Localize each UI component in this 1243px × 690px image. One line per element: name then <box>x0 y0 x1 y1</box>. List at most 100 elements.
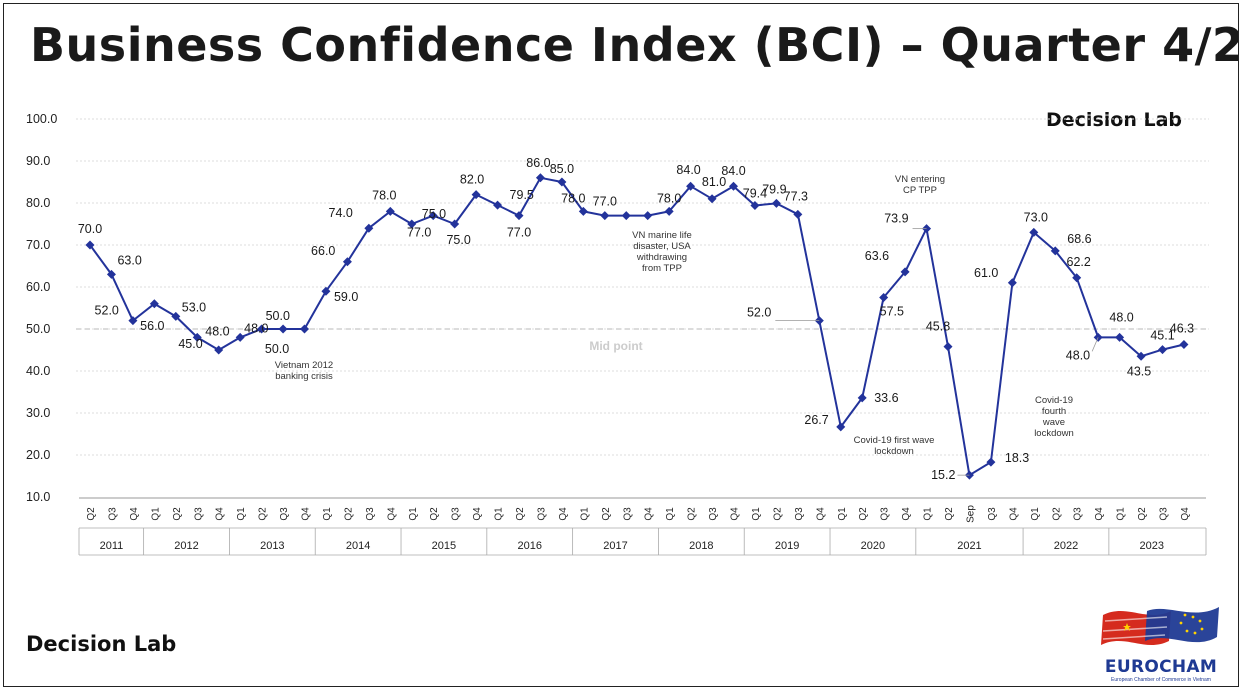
data-point-marker <box>428 211 438 221</box>
data-point-marker <box>707 194 717 204</box>
x-tick-label: Q3 <box>1073 507 1084 521</box>
x-tick-label: Q3 <box>1159 507 1170 521</box>
data-point-marker <box>1050 246 1060 256</box>
data-point-marker <box>450 219 460 229</box>
year-label: 2016 <box>517 540 541 552</box>
data-label: 48.0 <box>1109 310 1133 324</box>
data-point-marker <box>300 324 309 334</box>
data-label: 66.0 <box>311 244 335 258</box>
x-tick-label: Q4 <box>901 507 912 521</box>
data-label: 77.0 <box>407 226 431 240</box>
data-point-marker <box>385 206 395 216</box>
data-point-marker <box>106 269 116 279</box>
x-tick-label: Q1 <box>150 507 161 521</box>
data-label: 77.3 <box>784 189 808 203</box>
x-tick-label: Q3 <box>794 507 805 521</box>
x-tick-label: Q3 <box>880 507 891 521</box>
data-label: 79.5 <box>510 188 534 202</box>
data-point-marker <box>578 206 588 216</box>
x-tick-label: Q4 <box>301 507 312 521</box>
data-point-marker <box>171 311 181 321</box>
x-tick-label: Q2 <box>429 507 440 521</box>
data-label: 56.0 <box>140 319 164 333</box>
y-tick-label: 90.0 <box>26 154 50 168</box>
x-tick-label: Q4 <box>215 507 226 521</box>
data-point-marker <box>621 211 631 221</box>
data-label: 85.0 <box>550 162 574 176</box>
x-tick-label: Q3 <box>708 507 719 521</box>
x-tick-label: Q1 <box>408 507 419 521</box>
data-label: 79.4 <box>743 187 767 201</box>
y-tick-label: 10.0 <box>26 490 50 504</box>
year-label: 2020 <box>861 540 885 552</box>
data-label: 48.0 <box>1066 348 1090 362</box>
data-point-marker <box>557 177 567 187</box>
y-tick-label: 20.0 <box>26 448 50 462</box>
data-label: 52.0 <box>747 306 771 320</box>
data-label: 63.6 <box>865 249 889 263</box>
brand-footer: Decision Lab <box>26 632 177 656</box>
data-label: 70.0 <box>78 222 102 236</box>
x-tick-label: Q3 <box>622 507 633 521</box>
x-tick-label: Q4 <box>129 507 140 521</box>
data-label: 78.0 <box>657 191 681 205</box>
eurocham-wordmark: EUROCHAM <box>1104 657 1218 677</box>
data-point-marker <box>1007 278 1017 288</box>
data-label: 84.0 <box>676 163 700 177</box>
data-point-marker <box>729 181 738 191</box>
data-point-marker <box>1115 332 1125 342</box>
data-point-marker <box>793 209 803 219</box>
year-label: 2014 <box>346 540 370 552</box>
data-point-marker <box>750 201 760 211</box>
label-leader <box>1091 337 1099 352</box>
year-label: 2021 <box>957 540 981 552</box>
x-tick-label: Q1 <box>751 507 762 521</box>
x-tick-label: Q2 <box>1051 507 1062 521</box>
data-point-marker <box>836 422 846 432</box>
x-tick-label: Q2 <box>687 507 698 521</box>
slide-frame: Business Confidence Index (BCI) – Quarte… <box>3 3 1239 687</box>
data-label: 84.0 <box>721 164 745 178</box>
data-label: 81.0 <box>702 175 726 189</box>
data-label: 18.3 <box>1005 451 1029 465</box>
annotation-text: withdrawing <box>636 252 687 263</box>
x-tick-label: Q4 <box>644 507 655 521</box>
bci-line-chart: Decision Lab 10.0 20.0 30.0 40.0 50.0 60.0 70.0… <box>26 109 1209 556</box>
data-point-marker <box>686 181 696 191</box>
x-tick-label: Q3 <box>987 507 998 521</box>
year-label: 2011 <box>100 540 124 552</box>
eurocham-subtitle: European Chamber of Commerce in Vietnam <box>1111 677 1211 683</box>
data-label: 82.0 <box>460 173 484 187</box>
x-tick-label: Q3 <box>536 507 547 521</box>
x-tick-label: Q4 <box>1008 507 1019 521</box>
year-label: 2015 <box>432 540 456 552</box>
x-tick-label: Q2 <box>858 507 869 521</box>
x-tick-label: Q1 <box>1116 507 1127 521</box>
data-point-marker <box>493 200 503 210</box>
data-label: 61.0 <box>974 266 998 280</box>
bci-series-line <box>89 176 1185 477</box>
data-label: 78.0 <box>372 188 396 202</box>
annotation-text: CP TPP <box>903 185 937 196</box>
x-tick-label: Q3 <box>365 507 376 521</box>
year-label: 2017 <box>603 540 627 552</box>
data-label: 50.0 <box>266 309 290 323</box>
data-label: 50.0 <box>265 342 289 356</box>
annotation-text: from TPP <box>642 263 682 274</box>
data-point-marker <box>192 332 202 342</box>
data-label: 52.0 <box>95 304 119 318</box>
data-point-marker <box>1029 227 1039 237</box>
data-label: 33.6 <box>874 391 898 405</box>
data-label: 78.0 <box>561 191 585 205</box>
data-label: 43.5 <box>1127 364 1151 378</box>
data-point-marker <box>214 345 224 355</box>
x-tick-label: Q4 <box>558 507 569 521</box>
data-label: 75.0 <box>422 207 446 221</box>
x-tick-label: Q4 <box>386 507 397 521</box>
data-point-marker <box>1136 351 1146 361</box>
year-label: 2023 <box>1140 540 1164 552</box>
data-point-marker <box>643 211 653 221</box>
data-point-marker <box>278 324 288 334</box>
annotation-text: disaster, USA <box>633 241 691 252</box>
x-tick-label: Q1 <box>579 507 590 521</box>
